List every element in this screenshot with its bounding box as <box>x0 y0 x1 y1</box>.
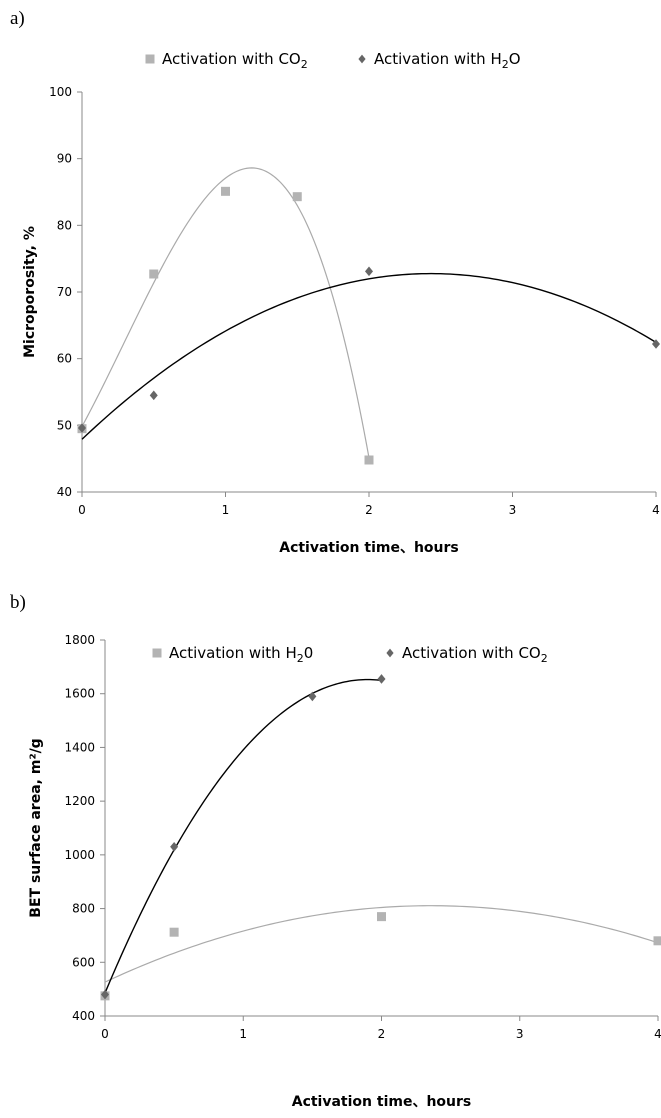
x-tick-label: 4 <box>654 1027 661 1041</box>
trendline-series-0 <box>104 905 659 983</box>
y-tick-label: 50 <box>57 418 72 432</box>
x-tick-label: 2 <box>365 503 373 517</box>
x-tick-label: 1 <box>239 1027 247 1041</box>
x-axis-title: Activation time、hours <box>292 1094 472 1110</box>
data-point-series-1 <box>101 989 109 1000</box>
x-tick-label: 0 <box>78 503 86 517</box>
legend-marker-series-0 <box>152 648 162 658</box>
legend-marker-series-1 <box>358 54 366 64</box>
x-tick-label: 3 <box>509 503 517 517</box>
data-point-series-0 <box>221 186 230 196</box>
chart-bet-surface-area: 400 600 800 1000 1200 1400 1600 1800 0 1 2 3 4 Activa… <box>28 633 661 1110</box>
legend-marker-series-0 <box>145 54 155 64</box>
y-tick-label: 400 <box>72 1009 95 1023</box>
data-point-series-0 <box>169 927 179 937</box>
panel-label-b: b) <box>10 592 26 613</box>
data-point-series-1 <box>652 339 660 349</box>
y-axis-title: Microporosity, % <box>22 226 38 358</box>
data-point-series-1 <box>308 691 317 702</box>
y-tick-label: 60 <box>57 352 72 366</box>
y-tick-label: 800 <box>72 902 95 916</box>
y-tick-label: 600 <box>72 955 95 969</box>
legend-label-series-0: Activation with CO2 <box>162 50 308 71</box>
y-tick-label: 1000 <box>64 848 95 862</box>
trendline-series-1 <box>81 272 657 440</box>
legend-label-series-0: Activation with H20 <box>169 644 313 665</box>
y-tick-label: 1800 <box>64 633 95 647</box>
y-tick-label: 100 <box>49 85 72 99</box>
data-point-series-0 <box>292 192 302 202</box>
x-axis-title: Activation time、hours <box>279 540 459 556</box>
legend-label-series-1: Activation with H2O <box>374 50 521 71</box>
y-tick-label: 80 <box>57 218 72 232</box>
y-tick-label: 1400 <box>64 740 95 754</box>
data-point-series-0 <box>149 269 159 279</box>
data-point-series-0 <box>364 455 374 465</box>
data-point-series-1 <box>365 266 373 277</box>
data-point-series-0 <box>653 936 661 946</box>
y-axis-title: BET surface area, m²/g <box>28 738 44 917</box>
data-point-series-1 <box>377 674 386 684</box>
x-tick-label: 1 <box>222 503 230 517</box>
y-tick-label: 90 <box>57 152 72 166</box>
y-tick-label: 1600 <box>64 687 95 701</box>
x-tick-label: 3 <box>516 1027 524 1041</box>
x-tick-label: 2 <box>378 1027 386 1041</box>
trendline-series-1 <box>104 678 382 994</box>
data-point-series-1 <box>170 842 179 852</box>
data-point-series-1 <box>78 423 86 433</box>
data-point-series-1 <box>149 390 158 401</box>
chart-microporosity: 40 50 60 70 80 90 100 0 1 2 3 4 Activation time、hour… <box>22 50 660 556</box>
y-tick-label: 40 <box>57 485 72 499</box>
legend-label-series-1: Activation with CO2 <box>402 644 548 665</box>
y-tick-label: 1200 <box>64 794 95 808</box>
panel-label-a: a) <box>10 8 25 29</box>
data-point-series-0 <box>377 912 386 922</box>
x-tick-label: 4 <box>652 503 660 517</box>
x-tick-label: 0 <box>101 1027 109 1041</box>
legend-marker-series-1 <box>386 648 394 658</box>
trendline-series-0 <box>81 167 370 458</box>
y-tick-label: 70 <box>57 285 72 299</box>
